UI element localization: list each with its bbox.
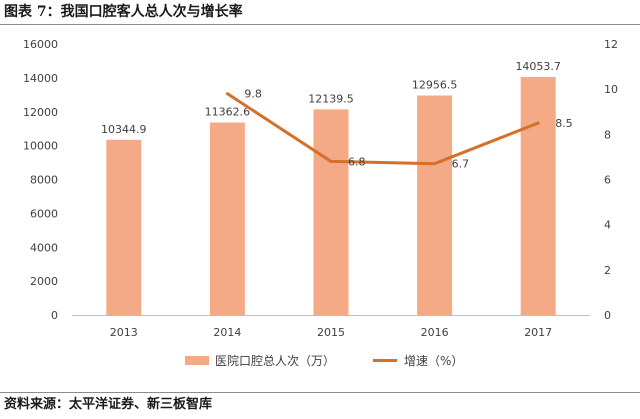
y-left-tick-16000: 16000 — [23, 38, 58, 51]
bar-data-labels: 10344.9 11362.6 12139.5 12956.5 14053.7 — [101, 60, 561, 136]
x-tick-2013: 2013 — [110, 326, 138, 339]
y-left-tick-14000: 14000 — [23, 72, 58, 85]
legend-label-line: 增速（%） — [404, 354, 463, 368]
y-right-tick-8: 8 — [604, 128, 611, 141]
source-note: 资料来源：太平洋证券、新三板智库 — [4, 397, 213, 412]
x-tick-2015: 2015 — [317, 326, 345, 339]
bar-label-2014: 11362.6 — [205, 106, 251, 119]
x-tick-2017: 2017 — [524, 326, 552, 339]
y-right-tick-0: 0 — [604, 309, 611, 322]
y-right-tick-2: 2 — [604, 264, 611, 277]
bar-label-2015: 12139.5 — [308, 92, 354, 105]
y-right-tick-4: 4 — [604, 219, 611, 232]
combo-chart: 10344.9 11362.6 12139.5 12956.5 14053.7 2013… — [23, 38, 618, 368]
x-axis-ticks: 2013 2014 2015 2016 2017 — [110, 326, 552, 339]
line-label-2015: 6.8 — [348, 155, 366, 168]
y-right-tick-10: 10 — [604, 83, 618, 96]
y-left-tick-0: 0 — [51, 309, 58, 322]
line-data-labels: 9.8 6.8 6.7 8.5 — [244, 88, 572, 171]
y-left-tick-6000: 6000 — [30, 207, 58, 220]
y-left-tick-4000: 4000 — [30, 241, 58, 254]
legend-label-bar: 医院口腔总人次（万） — [215, 353, 335, 368]
left-y-axis: 0 2000 4000 6000 8000 10000 12000 14000 16000 — [23, 38, 58, 322]
line-label-2016: 6.7 — [452, 158, 470, 171]
x-tick-2014: 2014 — [213, 326, 241, 339]
bar-2016 — [417, 95, 453, 315]
bar-2013 — [106, 139, 142, 315]
right-y-axis: 0 2 4 6 8 10 12 — [604, 38, 618, 322]
figure-title: 图表 7：我国口腔客人总人次与增长率 — [4, 4, 243, 20]
legend: 医院口腔总人次（万） 增速（%） — [185, 353, 463, 368]
bar-2015 — [313, 109, 349, 315]
y-right-tick-6: 6 — [604, 174, 611, 187]
y-left-tick-10000: 10000 — [23, 140, 58, 153]
line-label-2014: 9.8 — [244, 88, 262, 101]
y-right-tick-12: 12 — [604, 38, 618, 51]
y-left-tick-8000: 8000 — [30, 174, 58, 187]
bar-label-2016: 12956.5 — [412, 79, 458, 92]
bar-label-2013: 10344.9 — [101, 123, 147, 136]
growth-line — [225, 92, 540, 166]
line-label-2017: 8.5 — [555, 117, 573, 130]
legend-swatch-bar — [185, 356, 209, 365]
bar-2014 — [209, 122, 245, 315]
y-left-tick-12000: 12000 — [23, 106, 58, 119]
bar-2017 — [520, 76, 556, 315]
x-tick-2016: 2016 — [421, 326, 449, 339]
y-left-tick-2000: 2000 — [30, 275, 58, 288]
line-series — [225, 92, 540, 166]
bar-series — [106, 76, 556, 315]
bar-label-2017: 14053.7 — [515, 60, 561, 73]
top-divider — [0, 24, 640, 25]
bottom-divider — [0, 392, 640, 393]
